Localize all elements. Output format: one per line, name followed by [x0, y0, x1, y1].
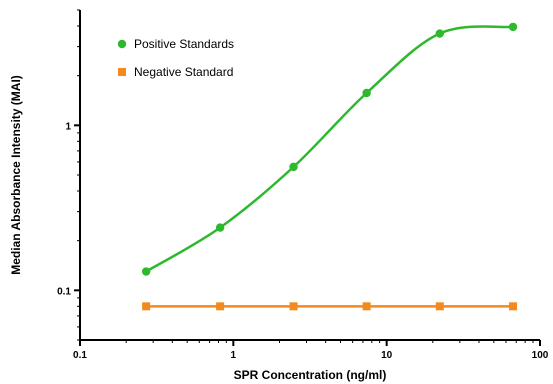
data-point [289, 162, 298, 172]
data-point [362, 88, 371, 98]
x-tick-label: 1 [231, 350, 237, 361]
data-point [215, 223, 225, 232]
data-point [435, 302, 444, 311]
series-line [145, 25, 514, 273]
data-point [508, 22, 518, 32]
y-tick-label: 0.1 [57, 286, 71, 297]
legend-label-positive: Positive Standards [134, 37, 234, 51]
data-point [141, 267, 151, 276]
data-point [142, 302, 151, 311]
legend-marker-negative [118, 68, 126, 76]
series-layer [141, 22, 518, 311]
series-positive [141, 22, 518, 276]
data-point [362, 302, 371, 311]
x-tick-label: 100 [532, 350, 549, 361]
y-axis-title: Median Absorbance Intensity (MAI) [9, 75, 23, 275]
y-tick-label: 1 [65, 121, 71, 132]
data-point [216, 302, 225, 311]
y-ticks: 0.11 [57, 9, 80, 341]
axes [79, 10, 540, 341]
legend-item-positive: Positive Standards [117, 37, 234, 51]
data-point [289, 302, 298, 311]
x-axis-title: SPR Concentration (ng/ml) [234, 368, 387, 382]
data-point [435, 29, 444, 38]
x-ticks: 0.1 1 10 100 [73, 340, 549, 361]
legend: Positive Standards Negative Standard [117, 37, 234, 79]
legend-item-negative: Negative Standard [118, 65, 233, 79]
x-tick-label: 10 [381, 350, 393, 361]
series-negative [142, 302, 518, 311]
x-tick-label: 0.1 [73, 350, 87, 361]
data-point [509, 302, 518, 311]
legend-label-negative: Negative Standard [134, 65, 233, 79]
legend-marker-positive [117, 39, 127, 49]
